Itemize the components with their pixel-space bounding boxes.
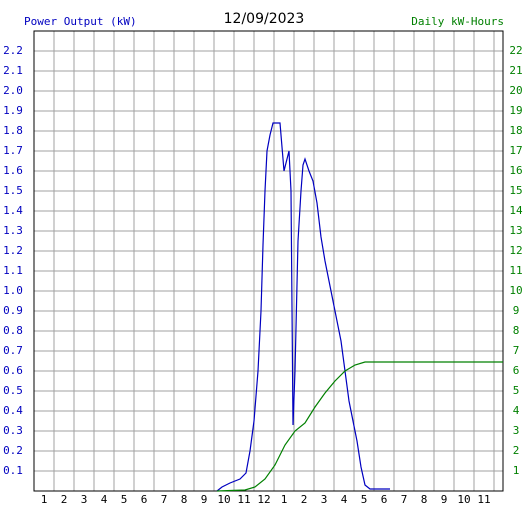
x-tick-label: 5 <box>121 493 128 506</box>
y2-tick-label: 22 <box>509 44 522 57</box>
y2-tick-label: 7 <box>513 344 520 357</box>
y-tick-label: 0.7 <box>3 344 23 357</box>
y-tick-label: 0.4 <box>3 404 23 417</box>
y-tick-label: 0.1 <box>3 464 23 477</box>
y2-tick-label: 20 <box>509 84 522 97</box>
x-tick-label: 1 <box>41 493 48 506</box>
y-tick-label: 0.2 <box>3 444 23 457</box>
x-tick-label: 6 <box>381 493 388 506</box>
y2-tick-label: 16 <box>509 164 522 177</box>
x-tick-label: 1 <box>281 493 288 506</box>
x-tick-label: 3 <box>81 493 88 506</box>
x-tick-label: 7 <box>161 493 168 506</box>
y-tick-label: 1.1 <box>3 264 23 277</box>
y-tick-label: 1.5 <box>3 184 23 197</box>
x-tick-label: 9 <box>441 493 448 506</box>
plot-border <box>33 30 504 492</box>
y-tick-label: 1.3 <box>3 224 23 237</box>
y2-tick-label: 13 <box>509 224 522 237</box>
y2-tick-label: 3 <box>513 424 520 437</box>
x-tick-label: 7 <box>401 493 408 506</box>
x-tick-label: 4 <box>341 493 348 506</box>
y-tick-label: 2.0 <box>3 84 23 97</box>
y2-tick-label: 6 <box>513 364 520 377</box>
y-tick-label: 1.6 <box>3 164 23 177</box>
y-tick-label: 1.2 <box>3 244 23 257</box>
y2-axis-title: Daily kW-Hours <box>411 15 504 28</box>
y-tick-label: 0.3 <box>3 424 23 437</box>
y-tick-label: 1.8 <box>3 124 23 137</box>
y2-tick-label: 4 <box>513 404 520 417</box>
y2-tick-label: 11 <box>509 264 522 277</box>
y2-tick-label: 5 <box>513 384 520 397</box>
y2-tick-label: 1 <box>513 464 520 477</box>
x-tick-label: 9 <box>201 493 208 506</box>
x-tick-label: 10 <box>457 493 470 506</box>
y-tick-label: 0.6 <box>3 364 23 377</box>
y-axis-title: Power Output (kW) <box>24 15 137 28</box>
y-tick-label: 1.7 <box>3 144 23 157</box>
x-tick-label: 6 <box>141 493 148 506</box>
y2-tick-label: 10 <box>509 284 522 297</box>
y-tick-label: 0.5 <box>3 384 23 397</box>
y2-tick-label: 14 <box>509 204 523 217</box>
y2-tick-label: 8 <box>513 324 520 337</box>
y-tick-label: 1.0 <box>3 284 23 297</box>
y-tick-label: 2.1 <box>3 64 23 77</box>
y2-tick-label: 2 <box>513 444 520 457</box>
x-tick-label: 5 <box>361 493 368 506</box>
x-tick-label: 8 <box>421 493 428 506</box>
x-tick-label: 12 <box>257 493 270 506</box>
y2-tick-label: 18 <box>509 124 522 137</box>
x-tick-label: 2 <box>61 493 68 506</box>
y2-tick-label: 9 <box>513 304 520 317</box>
y2-tick-label: 17 <box>509 144 522 157</box>
y-tick-label: 2.2 <box>3 44 23 57</box>
x-tick-label: 4 <box>101 493 108 506</box>
y2-tick-label: 12 <box>509 244 522 257</box>
y2-tick-label: 19 <box>509 104 522 117</box>
plot-area <box>33 30 504 492</box>
chart-title: 12/09/2023 <box>224 11 305 27</box>
y2-tick-label: 15 <box>509 184 522 197</box>
series-line <box>216 361 503 492</box>
y-tick-label: 1.4 <box>3 204 23 217</box>
y2-tick-label: 21 <box>509 64 522 77</box>
x-tick-label: 10 <box>217 493 230 506</box>
x-tick-label: 2 <box>301 493 308 506</box>
x-tick-label: 11 <box>477 493 490 506</box>
y-tick-label: 1.9 <box>3 104 23 117</box>
x-tick-label: 8 <box>181 493 188 506</box>
y-tick-label: 0.8 <box>3 324 23 337</box>
y-tick-label: 0.9 <box>3 304 23 317</box>
x-tick-label: 11 <box>237 493 250 506</box>
x-tick-label: 3 <box>321 493 328 506</box>
